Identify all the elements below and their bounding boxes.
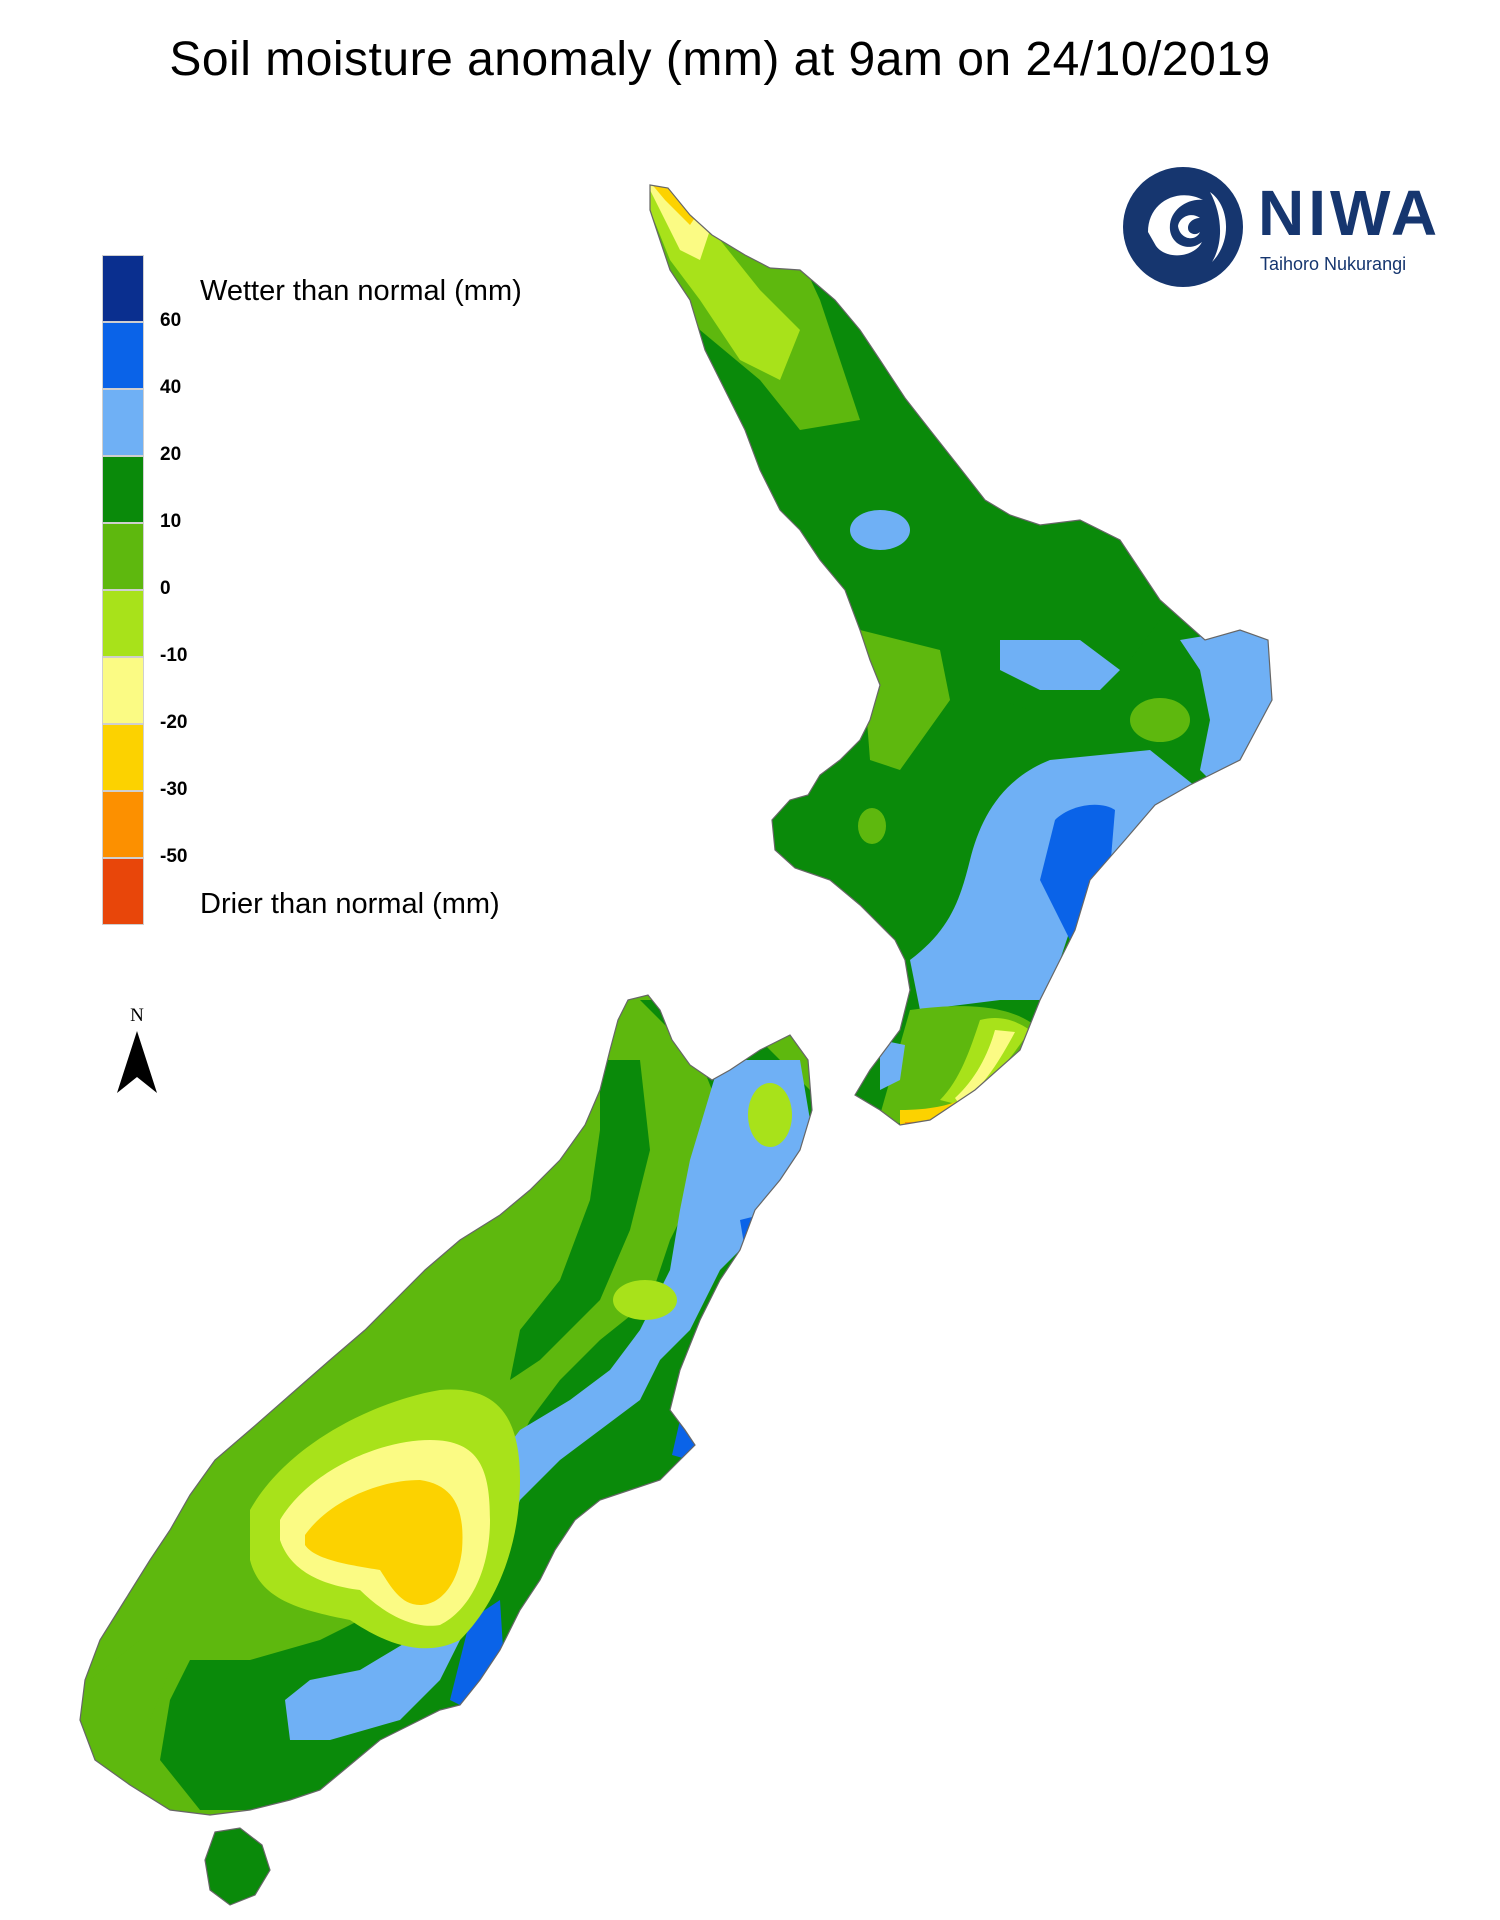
legend-swatch bbox=[102, 523, 144, 590]
legend-tick-label: 60 bbox=[160, 310, 182, 331]
legend-wetter-label: Wetter than normal (mm) bbox=[200, 275, 522, 307]
niwa-swirl-icon bbox=[1123, 167, 1243, 287]
map-title: Soil moisture anomaly (mm) at 9am on 24/… bbox=[169, 33, 1271, 86]
north-arrow-icon bbox=[117, 1031, 157, 1093]
legend-tick-label: -20 bbox=[160, 712, 188, 733]
legend-swatch bbox=[102, 657, 144, 724]
legend-swatch bbox=[102, 389, 144, 456]
legend-drier-label: Drier than normal (mm) bbox=[200, 888, 500, 920]
legend-tick-label: 40 bbox=[160, 377, 182, 398]
legend-tick-label: -30 bbox=[160, 779, 188, 800]
legend-tick-label: 10 bbox=[160, 511, 182, 532]
north-arrow: N bbox=[112, 1005, 162, 1102]
north-island bbox=[650, 185, 1272, 1125]
legend-swatch bbox=[102, 791, 144, 858]
south-island bbox=[80, 995, 812, 1815]
logo-subtitle: Taihoro Nukurangi bbox=[1260, 254, 1407, 274]
niwa-logo: NIWA Taihoro Nukurangi bbox=[1118, 162, 1468, 292]
legend-swatch bbox=[102, 255, 144, 322]
legend-tick-label: 20 bbox=[160, 444, 182, 465]
color-legend bbox=[102, 255, 144, 925]
legend-tick-label: 0 bbox=[160, 578, 171, 599]
logo-wordmark: NIWA bbox=[1258, 177, 1442, 249]
legend-tick-label: -10 bbox=[160, 645, 188, 666]
legend-swatch bbox=[102, 590, 144, 657]
legend-swatch bbox=[102, 858, 144, 925]
legend-swatch bbox=[102, 724, 144, 791]
legend-swatch bbox=[102, 456, 144, 523]
legend-tick-label: -50 bbox=[160, 846, 188, 867]
north-label: N bbox=[130, 1005, 144, 1026]
legend-swatch bbox=[102, 322, 144, 389]
